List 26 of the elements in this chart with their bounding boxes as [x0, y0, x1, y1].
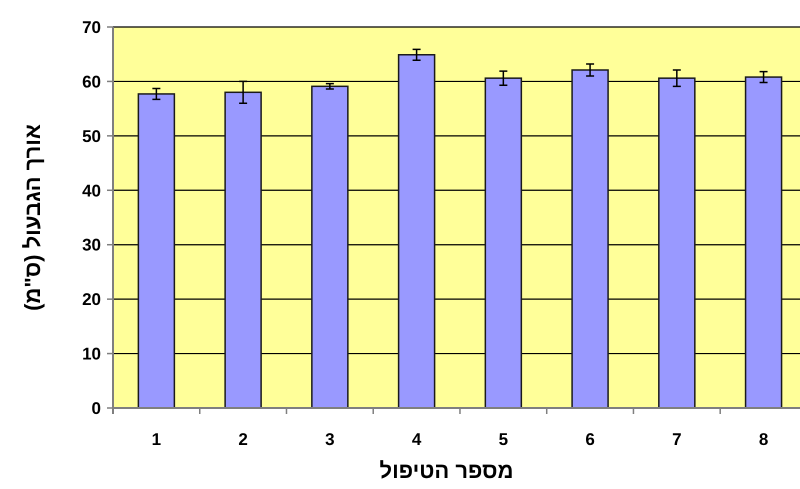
y-tick-label: 70 — [82, 18, 101, 37]
x-tick-label: 8 — [758, 430, 768, 449]
x-axis-title: מספר הטיפול — [379, 458, 514, 483]
x-tick-label: 4 — [412, 430, 422, 449]
y-tick-label: 20 — [82, 290, 101, 310]
y-tick-label: 40 — [82, 181, 101, 200]
y-tick-label: 60 — [82, 72, 101, 92]
x-tick-label: 2 — [238, 430, 248, 449]
bar — [744, 76, 782, 409]
bar — [138, 93, 176, 409]
bar — [311, 86, 349, 409]
y-tick-label: 30 — [82, 236, 101, 255]
x-tick-label: 5 — [498, 430, 508, 449]
x-tick-label: 3 — [325, 430, 335, 449]
x-tick-label: 7 — [672, 430, 682, 449]
bar — [484, 77, 522, 409]
x-tick-label: 6 — [585, 430, 595, 449]
bar — [224, 92, 262, 409]
bar — [658, 77, 696, 409]
bar — [571, 69, 609, 409]
y-tick-label: 0 — [92, 399, 101, 418]
bar — [398, 54, 436, 409]
y-tick-label: 10 — [82, 344, 101, 364]
y-tick-label: 50 — [82, 126, 101, 146]
y-axis-title: אורך הגבעול (ס"מ) — [20, 124, 45, 311]
x-tick-label: 1 — [152, 430, 162, 449]
